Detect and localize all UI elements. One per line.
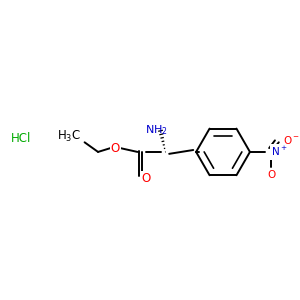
Text: O: O — [142, 172, 151, 185]
Text: HCl: HCl — [11, 132, 31, 145]
Text: $\mathregular{N^+}$: $\mathregular{N^+}$ — [271, 146, 288, 158]
Text: O: O — [267, 170, 275, 180]
Text: $\mathregular{O^-}$: $\mathregular{O^-}$ — [283, 134, 300, 146]
Text: $\mathregular{H_3C}$: $\mathregular{H_3C}$ — [57, 129, 81, 144]
Text: O: O — [111, 142, 120, 154]
Text: $\mathregular{NH_2}$: $\mathregular{NH_2}$ — [145, 123, 168, 137]
